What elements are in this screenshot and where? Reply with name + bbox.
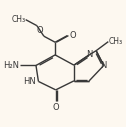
Text: CH₃: CH₃ [12,15,26,24]
Text: CH₃: CH₃ [108,37,122,46]
Text: O: O [36,26,43,35]
Text: N: N [86,50,92,59]
Text: HN: HN [23,77,36,86]
Text: O: O [70,30,76,39]
Text: H₂N: H₂N [3,61,19,70]
Text: N: N [101,61,107,70]
Text: O: O [52,103,59,112]
